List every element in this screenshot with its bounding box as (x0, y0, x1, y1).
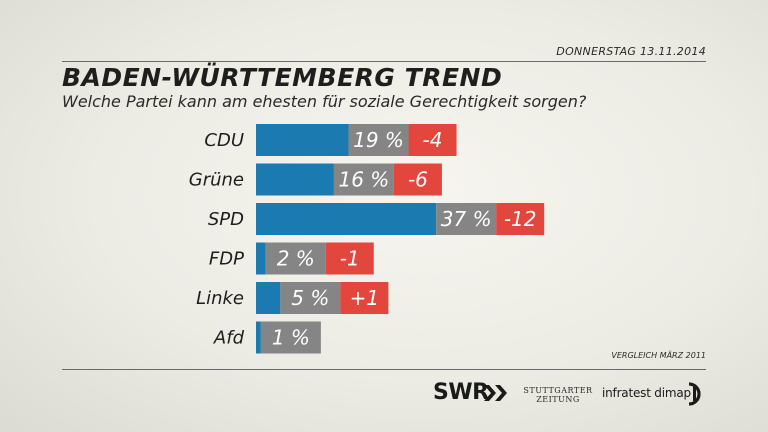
category-label: FDP (209, 249, 244, 270)
bottom-divider (62, 369, 706, 370)
change-box (325, 242, 374, 275)
footer-logos: SWR STUTTGARTER ZEITUNG infratest dimap (0, 378, 768, 418)
chart-title: BADEN-WÜRTTEMBERG TREND (62, 63, 503, 92)
bar (256, 203, 437, 235)
change-label: -4 (423, 128, 443, 152)
infratest-icon (688, 382, 701, 406)
value-label: 2 % (277, 247, 315, 271)
change-box (408, 124, 457, 156)
change-label: -6 (408, 168, 428, 192)
category-label: Grüne (189, 170, 244, 191)
category-label: Afd (213, 328, 245, 349)
change-box (496, 203, 545, 235)
value-box (436, 203, 497, 235)
value-label: 16 % (339, 168, 390, 192)
category-label: CDU (204, 130, 244, 151)
bar (256, 282, 281, 314)
value-box (280, 282, 341, 314)
bar (256, 321, 261, 354)
top-divider (62, 61, 706, 62)
value-box (333, 163, 394, 196)
value-label: 37 % (441, 207, 492, 231)
bar (256, 242, 266, 275)
change-label: -1 (340, 247, 360, 271)
stz-line-2: ZEITUNG (536, 395, 580, 404)
value-label: 19 % (353, 128, 404, 152)
value-label: 1 % (272, 326, 310, 350)
value-box (265, 242, 326, 275)
change-box (393, 163, 442, 196)
change-label: -12 (504, 207, 537, 231)
bar (256, 124, 349, 156)
date-label: DONNERSTAG 13.11.2014 (556, 45, 706, 58)
swr-arrows-icon (484, 385, 507, 401)
value-box (260, 321, 321, 354)
stuttgarter-zeitung-logo: STUTTGARTER ZEITUNG (522, 386, 594, 404)
category-label: SPD (208, 209, 244, 230)
category-label: Linke (196, 288, 244, 309)
change-label: +1 (350, 286, 379, 310)
value-box (348, 124, 409, 156)
infratest-dimap-logo: infratest dimap (602, 386, 691, 400)
change-box (340, 282, 389, 314)
value-label: 5 % (291, 286, 329, 310)
swr-logo: SWR (433, 380, 489, 405)
bar (256, 163, 334, 196)
chart-subtitle: Welche Partei kann am ehesten für sozial… (62, 92, 587, 111)
comparison-note: VERGLEICH MÄRZ 2011 (611, 351, 706, 360)
stz-line-1: STUTTGARTER (523, 386, 593, 395)
